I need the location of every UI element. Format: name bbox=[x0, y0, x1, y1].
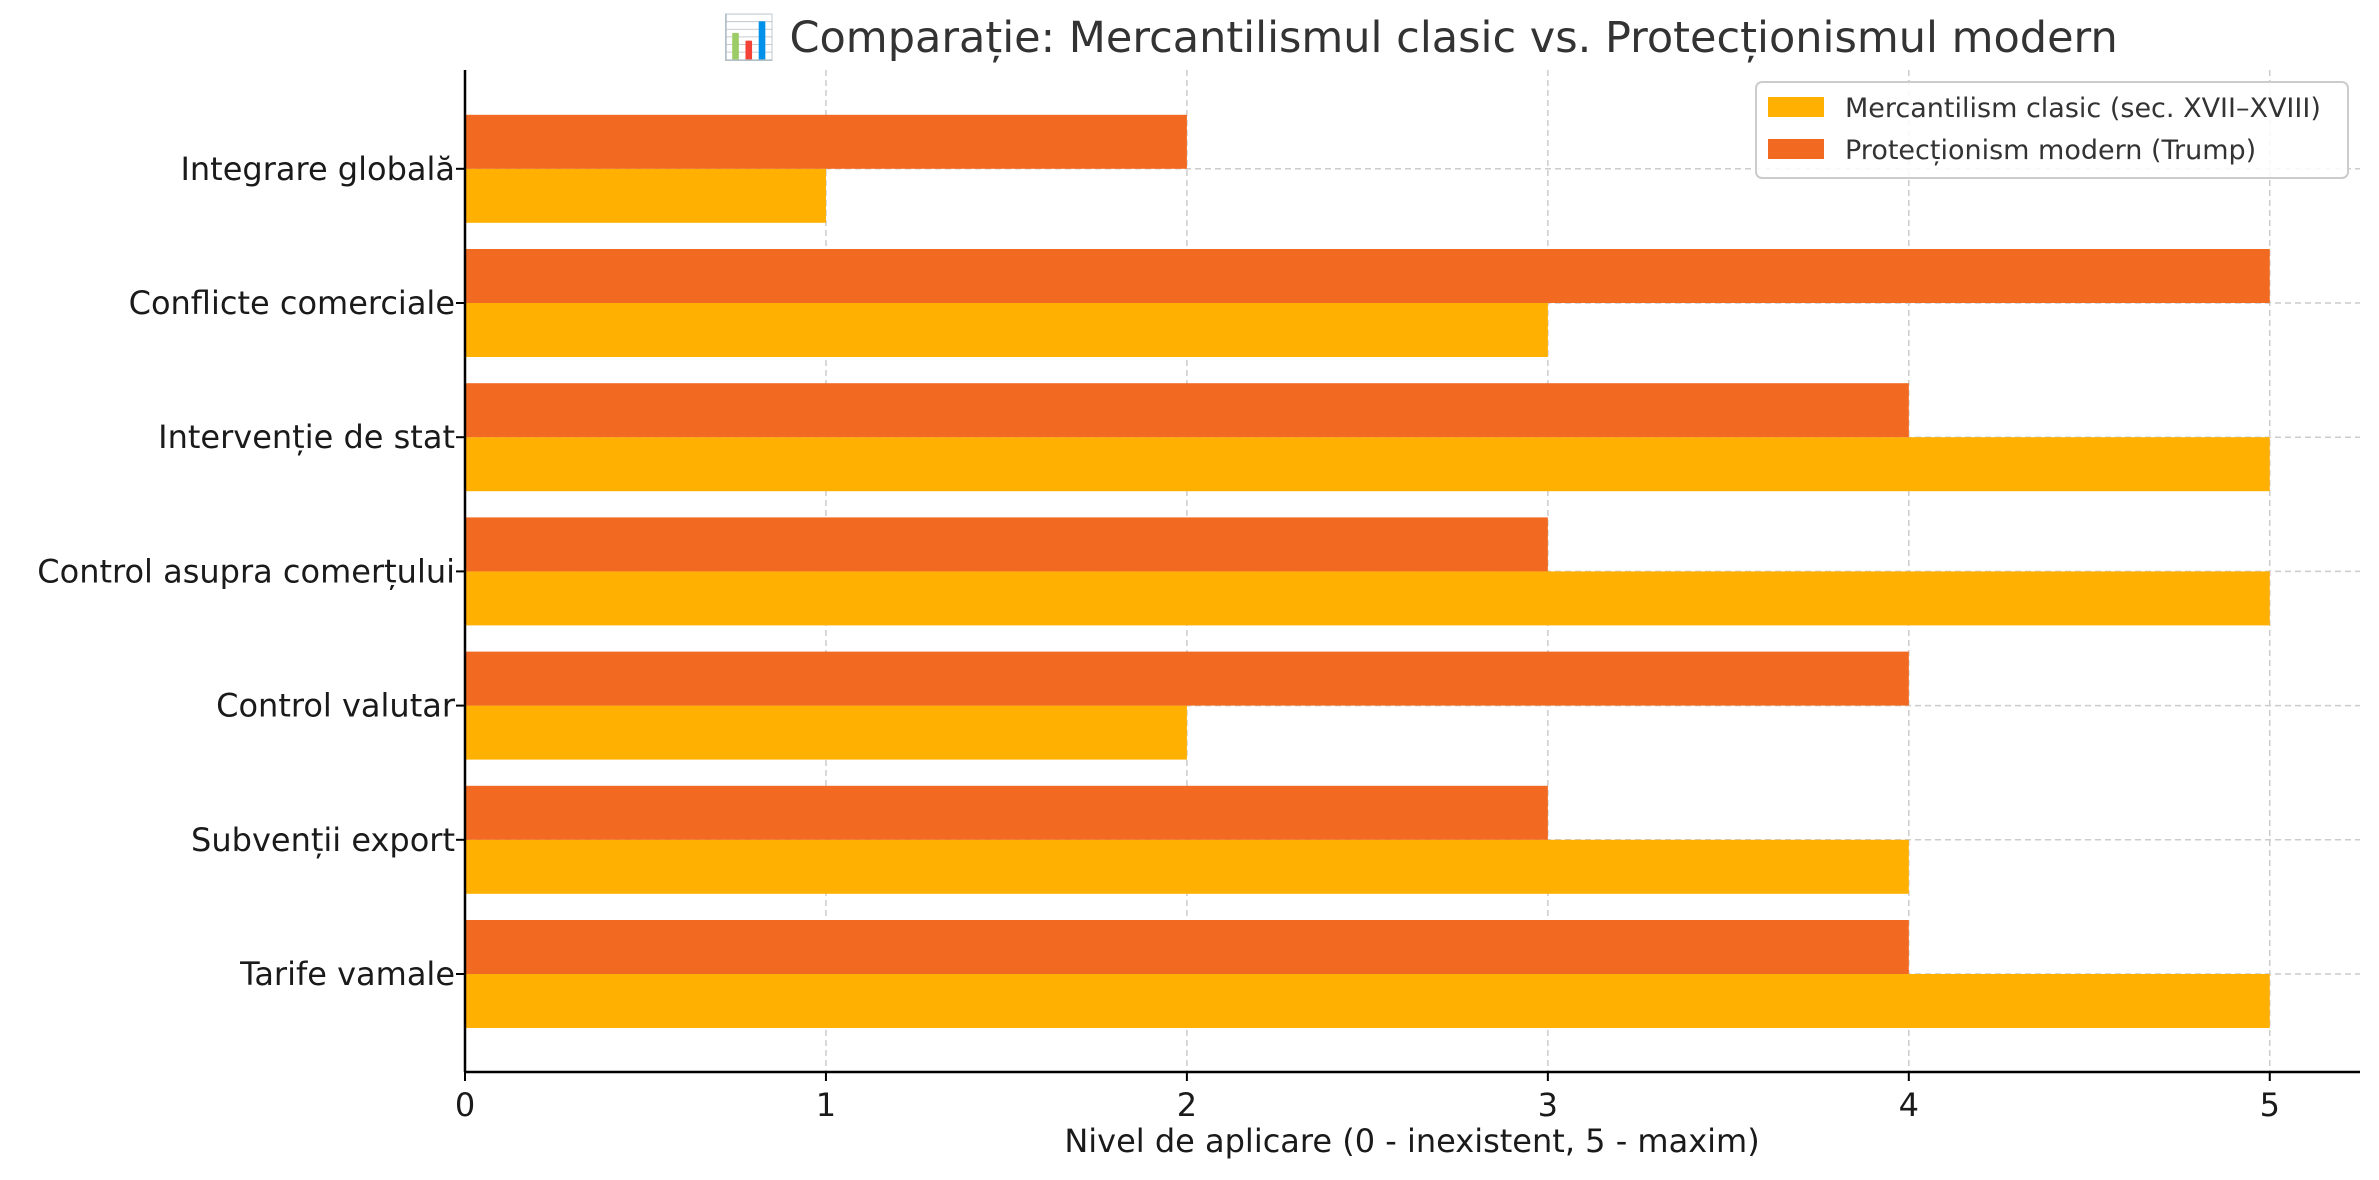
x-axis-ticks: 0 1 2 3 4 5 bbox=[455, 1072, 2280, 1124]
legend: Mercantilism clasic (sec. XVII–XVIII) Pr… bbox=[1755, 81, 2349, 179]
x-axis-label: Nivel de aplicare (0 - inexistent, 5 - m… bbox=[1064, 1122, 1759, 1160]
bars bbox=[465, 114, 2270, 1028]
bar-protectionism bbox=[465, 785, 1548, 840]
bar-protectionism bbox=[465, 383, 1909, 438]
bar-protectionism bbox=[465, 651, 1909, 706]
bar-mercantilism bbox=[465, 303, 1548, 357]
x-tick-label: 3 bbox=[1538, 1086, 1558, 1124]
chart-title: 📊 Comparație: Mercantilismul clasic vs. … bbox=[722, 13, 2117, 63]
y-tick-label: Conflicte comerciale bbox=[129, 284, 455, 322]
y-tick-label: Intervenție de stat bbox=[158, 418, 455, 456]
y-tick-label: Subvenții export bbox=[191, 821, 455, 859]
x-tick-label: 2 bbox=[1177, 1086, 1197, 1124]
x-tick-label: 0 bbox=[455, 1086, 475, 1124]
legend-label-protectionism: Protecționism modern (Trump) bbox=[1845, 135, 2256, 166]
legend-swatch-protectionism bbox=[1768, 139, 1824, 159]
y-tick-label: Integrare globală bbox=[180, 150, 455, 188]
bar-mercantilism bbox=[465, 839, 1909, 894]
bar-mercantilism bbox=[465, 437, 2270, 492]
legend-swatch-mercantilism bbox=[1768, 97, 1824, 117]
y-tick-label: Control asupra comerțului bbox=[37, 552, 455, 590]
bar-protectionism bbox=[465, 114, 1187, 169]
x-tick-label: 4 bbox=[1899, 1086, 1919, 1124]
bar-mercantilism bbox=[465, 571, 2270, 626]
x-tick-label: 1 bbox=[816, 1086, 836, 1124]
bar-mercantilism bbox=[465, 705, 1187, 760]
y-axis-ticks: Tarife vamale Subvenții export Control val… bbox=[37, 150, 465, 993]
x-tick-label: 5 bbox=[2260, 1086, 2280, 1124]
y-tick-label: Tarife vamale bbox=[239, 955, 455, 993]
bar-mercantilism bbox=[465, 974, 2270, 1028]
legend-label-mercantilism: Mercantilism clasic (sec. XVII–XVIII) bbox=[1845, 93, 2321, 124]
bar-protectionism bbox=[465, 517, 1548, 572]
legend-frame bbox=[1755, 81, 2349, 179]
bar-protectionism bbox=[465, 920, 1909, 974]
bar-protectionism bbox=[465, 249, 2270, 303]
y-tick-label: Control valutar bbox=[216, 687, 456, 725]
bar-mercantilism bbox=[465, 168, 826, 223]
